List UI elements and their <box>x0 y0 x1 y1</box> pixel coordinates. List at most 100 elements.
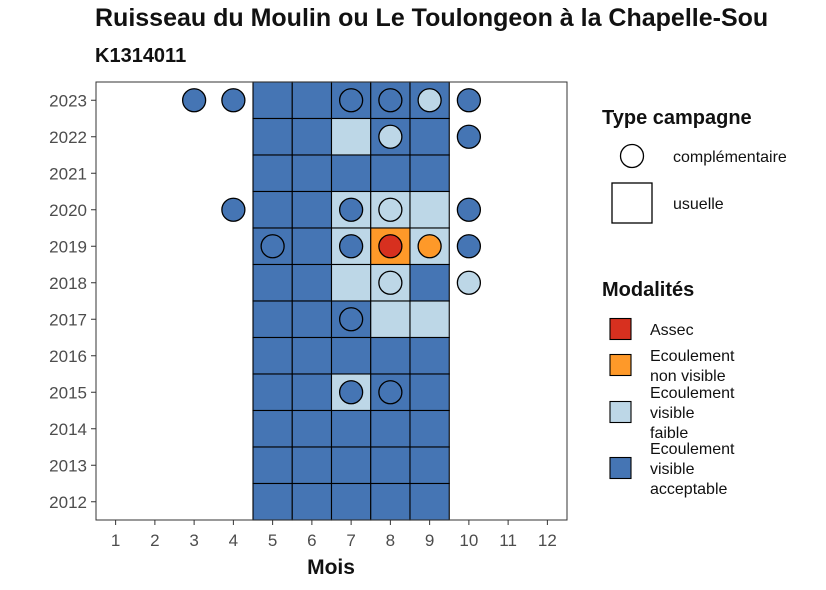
legend-label-modalite: Ecoulement <box>650 348 735 365</box>
legend-label-modalite: faible <box>650 425 688 442</box>
x-tick-label: 10 <box>459 531 478 550</box>
y-axis: 2012 2013 2014 2015 2016 2017 2018 2019 2020 2021… <box>49 91 96 512</box>
y-tick-label: 2020 <box>49 201 87 220</box>
usuelle-cell <box>291 336 333 375</box>
complementaire-point <box>338 197 364 222</box>
legend-key-modalite <box>609 317 632 341</box>
complementaire-point <box>456 197 482 222</box>
legend-title-type: Type campagne <box>602 107 752 129</box>
usuelle-cell <box>252 154 293 193</box>
complementaire-point <box>378 88 403 113</box>
usuelle-cell <box>252 81 293 120</box>
complementaire-point <box>338 380 364 405</box>
usuelle-cell <box>252 409 293 448</box>
y-tick-label: 2013 <box>49 456 87 475</box>
usuelle-cell <box>330 409 372 448</box>
legend-label-modalite: Ecoulement <box>650 385 735 402</box>
usuelle-cell <box>409 446 450 485</box>
usuelle-cell <box>291 263 333 302</box>
complementaire-point <box>338 234 364 259</box>
x-tick-label: 8 <box>386 531 395 550</box>
usuelle-cell <box>330 446 372 485</box>
legend-key-modalite <box>609 400 632 424</box>
x-tick-label: 1 <box>111 531 120 550</box>
usuelle-cell <box>252 300 293 339</box>
usuelle-cell <box>370 336 411 375</box>
y-tick-label: 2016 <box>49 347 87 366</box>
usuelle-cell <box>370 446 411 485</box>
complementaire-point <box>456 88 482 113</box>
usuelle-cell <box>252 336 293 375</box>
usuelle-cell <box>252 482 293 521</box>
usuelle-cell <box>330 336 372 375</box>
usuelle-cell <box>252 446 293 485</box>
usuelle-cell <box>330 263 372 302</box>
usuelle-cell <box>409 373 450 412</box>
x-axis: 1 2 3 4 5 6 7 8 9 10 11 12 <box>111 520 557 550</box>
legend-label-complementaire: complémentaire <box>673 149 787 166</box>
usuelle-cell <box>409 336 450 375</box>
x-tick-label: 3 <box>189 531 198 550</box>
usuelle-cell <box>370 300 411 339</box>
usuelle-cell <box>409 482 450 521</box>
usuelle-cell <box>409 154 450 193</box>
complementaire-point <box>378 197 403 222</box>
usuelle-cell <box>291 227 333 266</box>
complementaire-point <box>260 234 285 259</box>
complementaire-point <box>378 270 403 295</box>
y-tick-label: 2014 <box>49 420 87 439</box>
complementaire-point <box>456 270 482 295</box>
usuelle-cell <box>291 81 333 120</box>
usuelle-cell <box>291 154 333 193</box>
y-tick-label: 2021 <box>49 164 87 183</box>
legend-label-usuelle: usuelle <box>673 196 724 213</box>
y-tick-label: 2017 <box>49 310 87 329</box>
usuelle-cell <box>291 300 333 339</box>
y-tick-label: 2022 <box>49 128 87 147</box>
complementaire-point <box>417 88 442 113</box>
chart-title: Ruisseau du Moulin ou Le Toulongeon à la… <box>95 4 769 32</box>
complementaire-point <box>417 234 442 259</box>
complementaire-point <box>456 234 482 259</box>
y-tick-label: 2012 <box>49 493 87 512</box>
complementaire-point <box>456 124 482 149</box>
usuelle-cell <box>370 154 411 193</box>
x-tick-label: 4 <box>229 531 238 550</box>
complementaire-point <box>221 197 246 222</box>
usuelle-cell <box>409 117 450 156</box>
legend-key-modalite <box>609 353 632 377</box>
complementaire-point <box>338 88 364 113</box>
usuelle-cell <box>330 482 372 521</box>
usuelle-cell <box>330 154 372 193</box>
legend-label-modalite: Assec <box>650 322 694 339</box>
complementaire-point <box>378 234 403 259</box>
usuelle-cell <box>252 117 293 156</box>
legend-key-square <box>611 182 653 224</box>
usuelle-cell <box>370 409 411 448</box>
x-axis-title: Mois <box>307 556 355 579</box>
plot-border <box>95 81 568 521</box>
complementaire-point <box>181 88 207 113</box>
legend-label-modalite: Ecoulement <box>650 441 735 458</box>
usuelle-cell <box>409 300 450 339</box>
y-tick-label: 2023 <box>49 91 87 110</box>
legend-key-modalite <box>609 456 632 480</box>
usuelle-cell <box>291 373 333 412</box>
usuelle-cell <box>252 373 293 412</box>
x-tick-label: 5 <box>268 531 277 550</box>
x-tick-label: 7 <box>346 531 355 550</box>
x-tick-label: 9 <box>425 531 434 550</box>
chart-subtitle: K1314011 <box>95 45 187 67</box>
y-tick-label: 2019 <box>49 237 87 256</box>
x-tick-label: 11 <box>499 531 517 550</box>
usuelle-cell <box>252 190 293 229</box>
complementaire-point <box>378 380 403 405</box>
usuelle-cells <box>252 81 450 521</box>
legend-title-modalites: Modalités <box>602 279 694 301</box>
y-tick-label: 2018 <box>49 274 87 293</box>
legend-label-modalite: non visible <box>650 368 726 385</box>
complementaire-points <box>181 88 482 405</box>
complementaire-point <box>221 88 246 113</box>
